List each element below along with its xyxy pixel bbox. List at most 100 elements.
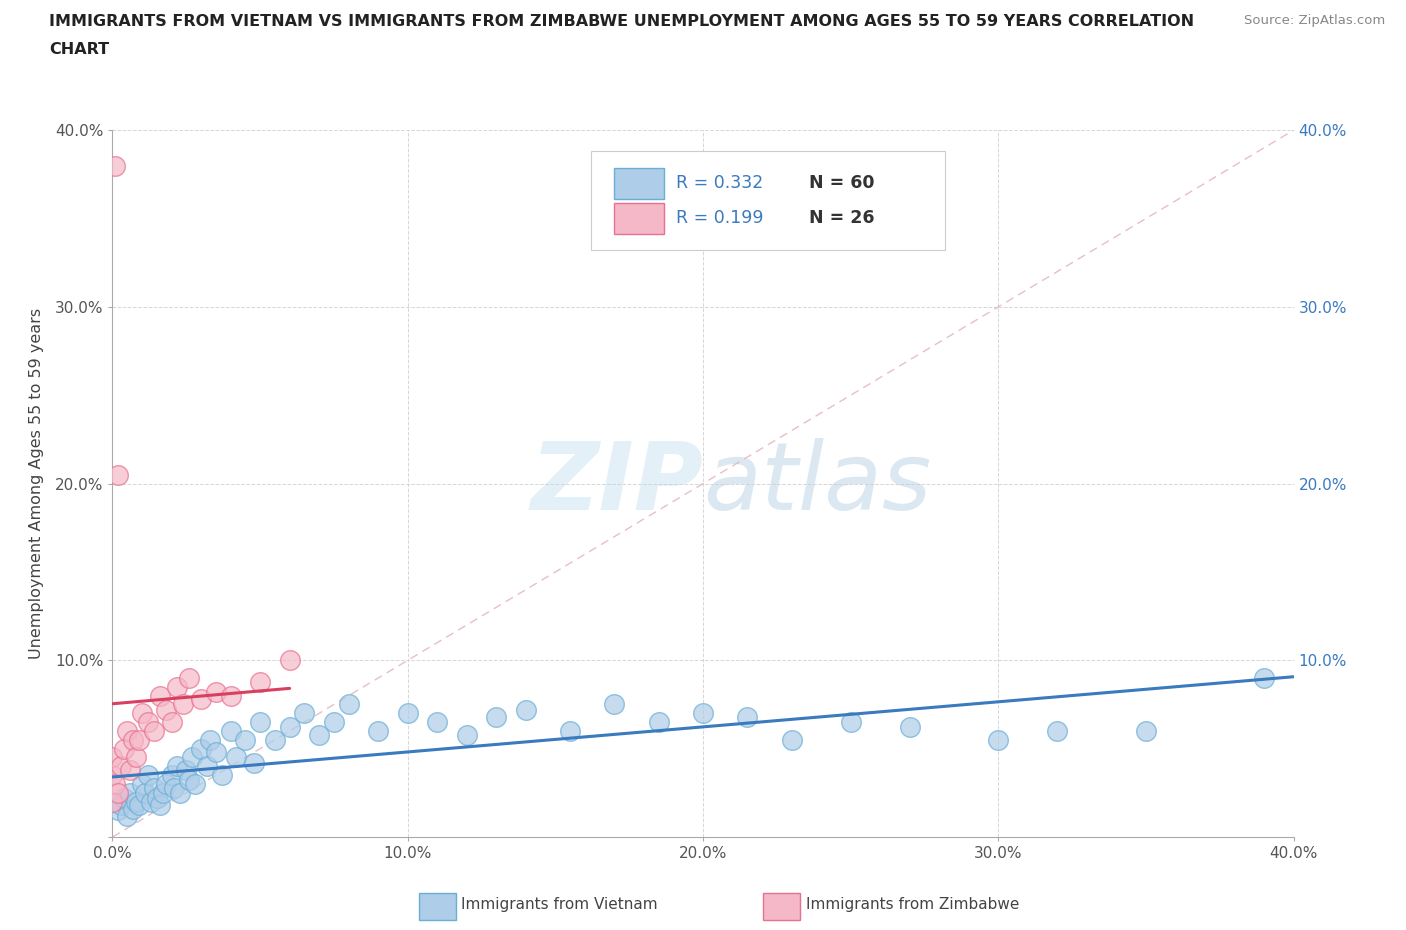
Point bbox=[131, 777, 153, 791]
Point bbox=[152, 785, 174, 800]
Point bbox=[169, 785, 191, 800]
Point bbox=[117, 808, 138, 823]
FancyBboxPatch shape bbox=[614, 167, 664, 199]
Y-axis label: Unemployment Among Ages 55 to 59 years: Unemployment Among Ages 55 to 59 years bbox=[30, 308, 44, 659]
Text: Immigrants from Zimbabwe: Immigrants from Zimbabwe bbox=[806, 897, 1019, 912]
Point bbox=[155, 702, 177, 717]
Point bbox=[110, 798, 132, 813]
Point bbox=[166, 759, 188, 774]
Point bbox=[485, 710, 508, 724]
Point bbox=[184, 777, 207, 791]
Point bbox=[112, 741, 135, 756]
Point bbox=[308, 727, 330, 742]
Point bbox=[603, 698, 626, 712]
Point bbox=[128, 798, 150, 813]
Point bbox=[1046, 724, 1069, 738]
Point bbox=[172, 698, 194, 712]
Point bbox=[122, 802, 145, 817]
Point bbox=[1135, 724, 1157, 738]
Point bbox=[337, 698, 360, 712]
Point bbox=[174, 763, 197, 777]
FancyBboxPatch shape bbox=[614, 203, 664, 234]
Point bbox=[692, 706, 714, 721]
Point bbox=[426, 714, 449, 729]
Text: Source: ZipAtlas.com: Source: ZipAtlas.com bbox=[1244, 14, 1385, 27]
Point bbox=[101, 794, 124, 809]
Point bbox=[780, 733, 803, 748]
Point bbox=[225, 750, 247, 764]
Text: R = 0.332: R = 0.332 bbox=[676, 174, 763, 192]
Text: atlas: atlas bbox=[703, 438, 931, 529]
Point bbox=[136, 768, 159, 783]
Point bbox=[160, 714, 183, 729]
Point bbox=[898, 720, 921, 735]
Point bbox=[647, 714, 671, 729]
Point bbox=[149, 798, 172, 813]
Point bbox=[142, 724, 165, 738]
Point bbox=[104, 158, 127, 173]
Point bbox=[211, 768, 233, 783]
Point bbox=[243, 755, 266, 770]
Text: N = 60: N = 60 bbox=[810, 174, 875, 192]
Point bbox=[166, 679, 188, 694]
Point bbox=[131, 706, 153, 721]
Text: N = 26: N = 26 bbox=[810, 209, 875, 227]
Point bbox=[323, 714, 346, 729]
Point bbox=[128, 733, 150, 748]
Point bbox=[125, 794, 148, 809]
Point bbox=[104, 777, 127, 791]
Point bbox=[122, 733, 145, 748]
Point bbox=[205, 684, 228, 699]
Point bbox=[396, 706, 419, 721]
Point bbox=[190, 741, 212, 756]
Point bbox=[155, 777, 177, 791]
Point bbox=[101, 750, 124, 764]
Point bbox=[278, 653, 301, 668]
Point bbox=[179, 671, 201, 685]
Point bbox=[205, 745, 228, 760]
Point bbox=[160, 768, 183, 783]
Point bbox=[120, 763, 142, 777]
Point bbox=[987, 733, 1010, 748]
Point bbox=[456, 727, 478, 742]
Point bbox=[163, 780, 186, 795]
Point bbox=[249, 674, 271, 689]
Point bbox=[278, 720, 301, 735]
Point bbox=[198, 733, 221, 748]
Point bbox=[264, 733, 287, 748]
Text: IMMIGRANTS FROM VIETNAM VS IMMIGRANTS FROM ZIMBABWE UNEMPLOYMENT AMONG AGES 55 T: IMMIGRANTS FROM VIETNAM VS IMMIGRANTS FR… bbox=[49, 14, 1194, 29]
Point bbox=[219, 724, 242, 738]
Point bbox=[146, 790, 169, 805]
Point bbox=[219, 688, 242, 703]
Point bbox=[190, 692, 212, 707]
Point bbox=[367, 724, 389, 738]
Point bbox=[515, 702, 537, 717]
Point bbox=[134, 785, 156, 800]
Text: R = 0.199: R = 0.199 bbox=[676, 209, 763, 227]
Point bbox=[149, 688, 172, 703]
Point bbox=[1253, 671, 1275, 685]
Point bbox=[110, 759, 132, 774]
Point bbox=[839, 714, 862, 729]
Point bbox=[292, 706, 315, 721]
Point bbox=[107, 785, 129, 800]
Text: ZIP: ZIP bbox=[530, 438, 703, 529]
Point bbox=[558, 724, 582, 738]
Point bbox=[181, 750, 204, 764]
Text: Immigrants from Vietnam: Immigrants from Vietnam bbox=[461, 897, 658, 912]
Point bbox=[101, 794, 124, 809]
Point bbox=[195, 759, 218, 774]
Point bbox=[112, 790, 135, 805]
Point bbox=[125, 750, 148, 764]
Text: CHART: CHART bbox=[49, 42, 110, 57]
Point bbox=[737, 710, 759, 724]
Point bbox=[120, 785, 142, 800]
Point bbox=[249, 714, 271, 729]
Point bbox=[107, 804, 129, 818]
Point bbox=[139, 794, 162, 809]
Point bbox=[179, 773, 201, 788]
Point bbox=[136, 714, 159, 729]
Point bbox=[117, 724, 138, 738]
Point bbox=[107, 468, 129, 483]
Point bbox=[233, 733, 256, 748]
